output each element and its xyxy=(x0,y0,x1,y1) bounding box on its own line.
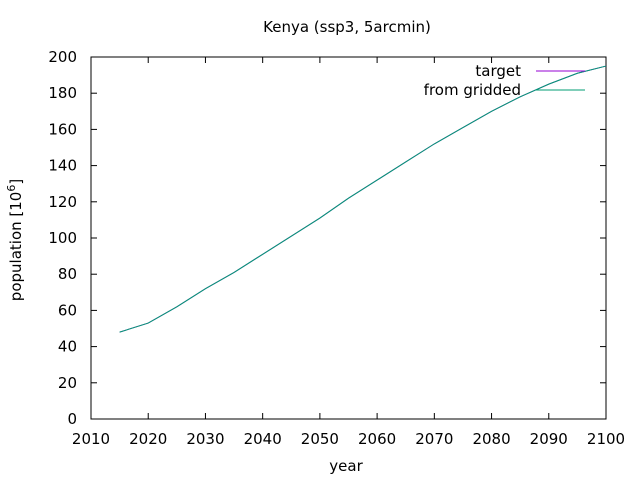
x-tick-label: 2060 xyxy=(358,430,396,448)
x-tick-label: 2040 xyxy=(244,430,282,448)
y-tick-label: 180 xyxy=(48,84,77,102)
x-axis-label: year xyxy=(329,457,363,475)
x-tick-label: 2050 xyxy=(301,430,339,448)
y-tick-label: 40 xyxy=(58,338,77,356)
x-tick-label: 2020 xyxy=(129,430,167,448)
x-tick-label: 2070 xyxy=(415,430,453,448)
x-tick-label: 2010 xyxy=(72,430,110,448)
y-axis-label-main: population [10 xyxy=(7,192,25,302)
y-axis-label-superscript: 6 xyxy=(5,185,18,192)
legend-label-from-gridded: from gridded xyxy=(424,81,521,99)
chart-title: Kenya (ssp3, 5arcmin) xyxy=(263,18,431,36)
x-tick-label: 2090 xyxy=(530,430,568,448)
y-tick-label: 140 xyxy=(48,157,77,175)
x-tick-label: 2030 xyxy=(186,430,224,448)
y-tick-label: 100 xyxy=(48,229,77,247)
y-tick-label: 0 xyxy=(67,410,77,428)
x-tick-label: 2080 xyxy=(472,430,510,448)
series-line-from-gridded xyxy=(119,65,607,333)
y-tick-label: 80 xyxy=(58,265,77,283)
y-axis-label-close: ] xyxy=(7,179,25,185)
legend-label-target: target xyxy=(475,62,521,80)
y-tick-label: 60 xyxy=(58,301,77,319)
y-tick-label: 20 xyxy=(58,374,77,392)
x-tick-label: 2100 xyxy=(587,430,625,448)
y-tick-label: 120 xyxy=(48,193,77,211)
y-tick-label: 160 xyxy=(48,120,77,138)
y-axis-label: population [106] xyxy=(5,179,25,301)
y-tick-label: 200 xyxy=(48,48,77,66)
